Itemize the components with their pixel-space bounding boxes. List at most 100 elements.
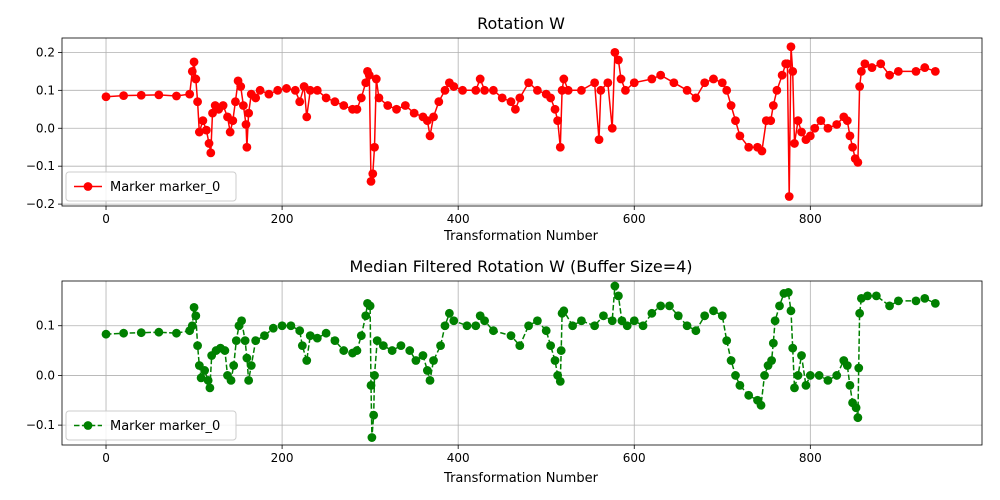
data-point: [555, 142, 565, 152]
data-point: [361, 311, 371, 321]
data-point: [700, 311, 710, 321]
data-point: [709, 74, 718, 84]
top-chart-xlabel: Transformation Number: [443, 229, 599, 244]
data-point: [757, 146, 767, 156]
data-point: [797, 351, 806, 360]
data-point: [788, 66, 798, 76]
data-point: [295, 326, 305, 336]
data-point: [790, 139, 799, 148]
data-point: [189, 302, 199, 312]
data-point: [665, 301, 674, 311]
data-point: [203, 375, 213, 385]
data-point: [786, 306, 796, 316]
y-tick-label: −0.1: [26, 159, 55, 173]
data-point: [930, 298, 940, 308]
data-point: [550, 356, 560, 365]
data-point: [236, 82, 246, 91]
data-point: [506, 97, 516, 107]
data-point: [119, 328, 129, 338]
data-point: [647, 308, 657, 318]
data-point: [524, 321, 534, 331]
y-tick-label: 0.2: [36, 45, 55, 59]
data-point: [193, 97, 202, 107]
data-point: [405, 346, 415, 355]
data-point: [370, 142, 379, 152]
data-point: [365, 301, 375, 311]
data-point: [726, 356, 736, 365]
data-point: [302, 356, 312, 365]
data-point: [191, 311, 201, 321]
data-point: [546, 341, 556, 351]
x-tick-label: 800: [799, 212, 822, 226]
data-point: [805, 371, 815, 380]
data-point: [436, 341, 445, 351]
data-point: [364, 70, 374, 80]
data-point: [462, 321, 472, 331]
data-point: [709, 306, 718, 316]
plot-frame: [61, 280, 983, 446]
data-point: [556, 346, 566, 355]
legend-label: Marker marker_0: [110, 180, 220, 195]
data-point: [295, 97, 305, 107]
data-point: [255, 85, 265, 95]
data-point: [251, 336, 261, 346]
data-point: [370, 371, 379, 380]
data-point: [244, 375, 254, 385]
data-point: [510, 104, 520, 114]
data-point: [440, 321, 450, 331]
data-point: [383, 101, 393, 110]
data-point: [691, 326, 701, 336]
data-point: [717, 311, 727, 321]
data-point: [871, 291, 881, 301]
data-point: [366, 380, 376, 390]
data-point: [369, 410, 379, 420]
data-point: [378, 341, 388, 351]
data-point: [429, 356, 438, 365]
x-tick-label: 200: [271, 451, 294, 465]
data-point: [816, 116, 826, 126]
data-point: [228, 116, 238, 126]
data-point: [783, 288, 793, 297]
data-point: [797, 127, 806, 137]
x-tick-label: 0: [102, 451, 110, 465]
data-point: [616, 74, 626, 84]
data-point: [246, 361, 256, 370]
data-point: [766, 116, 776, 126]
data-point: [225, 127, 235, 137]
data-point: [848, 142, 857, 152]
data-point: [290, 85, 300, 95]
data-point: [700, 78, 710, 88]
data-point: [590, 321, 600, 331]
data-point: [735, 380, 745, 390]
data-point: [371, 74, 381, 84]
data-point: [458, 85, 467, 95]
data-point: [352, 104, 362, 114]
data-point: [229, 361, 239, 370]
data-point: [911, 296, 921, 306]
top-chart-title: Rotation W: [477, 14, 565, 33]
data-point: [546, 93, 556, 103]
data-point: [607, 123, 617, 133]
data-point: [352, 346, 362, 355]
data-point: [204, 139, 214, 148]
data-point: [200, 366, 210, 375]
data-point: [218, 101, 228, 110]
data-point: [788, 343, 798, 353]
data-point: [735, 131, 745, 141]
data-point: [240, 336, 250, 346]
data-point: [596, 85, 606, 95]
data-point: [770, 316, 780, 326]
data-point: [312, 333, 322, 343]
data-point: [205, 383, 215, 393]
data-point: [387, 346, 397, 355]
data-point: [845, 380, 855, 390]
data-point: [911, 66, 921, 76]
data-point: [638, 321, 648, 331]
data-point: [885, 70, 894, 80]
data-point: [187, 321, 197, 331]
data-point: [189, 57, 199, 67]
data-point: [722, 336, 732, 346]
data-point: [731, 371, 740, 380]
data-point: [777, 70, 787, 80]
